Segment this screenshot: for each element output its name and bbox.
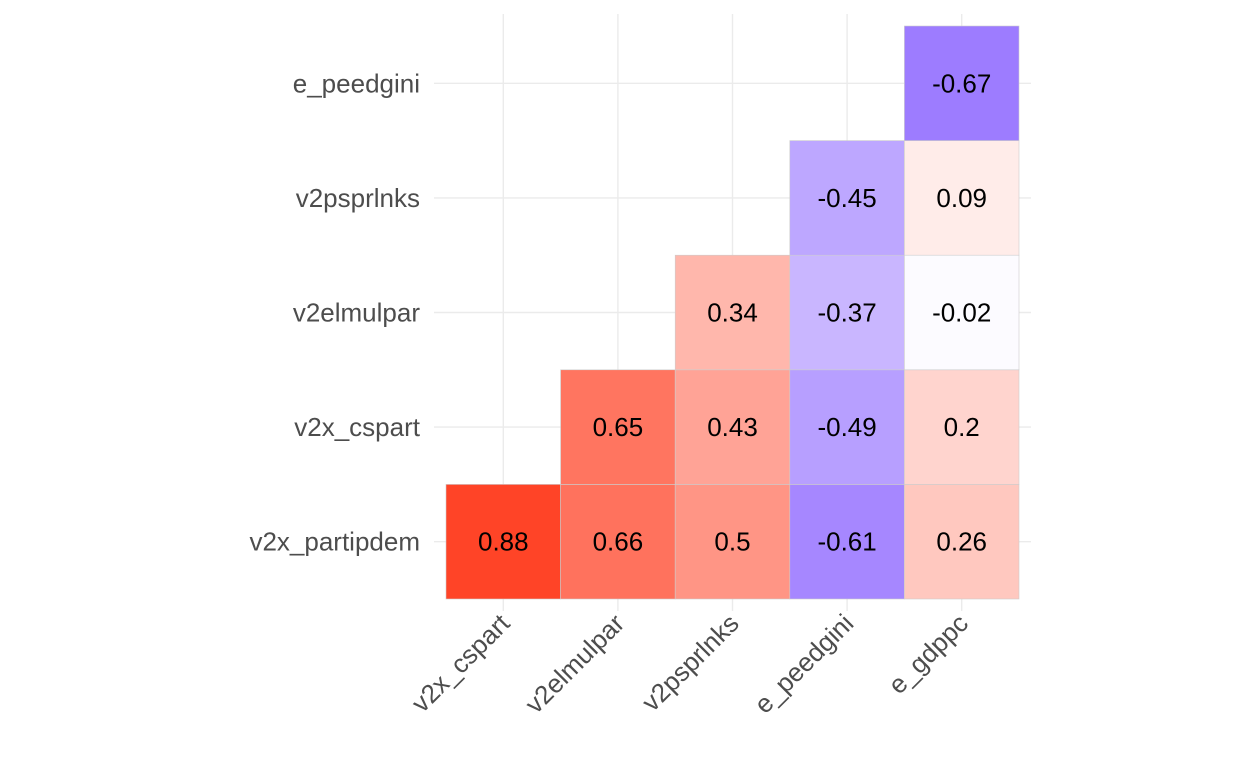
- x-tick-label: v2elmulpar: [519, 608, 630, 719]
- y-tick-label: e_peedgini: [293, 68, 420, 98]
- y-tick-label: v2elmulpar: [293, 298, 421, 328]
- cell-value-label: -0.67: [932, 68, 991, 98]
- heatmap-cell: [904, 369, 1020, 485]
- cell-value-labels: 0.88 0.66 0.5 -0.61 0.26 0.65 0.43 -0.49 0.2 0.34…: [478, 68, 991, 556]
- heatmap-cell: [674, 369, 791, 485]
- y-axis-labels: v2x_partipdem v2x_cspart v2elmulpar v2psprl…: [249, 68, 420, 556]
- heatmap-cell: [904, 254, 1020, 371]
- heatmap-cell: [445, 484, 561, 600]
- heatmap-cell: [560, 484, 676, 600]
- cell-value-label: 0.88: [478, 527, 529, 557]
- heatmap-cell: [789, 369, 905, 485]
- x-axis-labels: v2x_cspart v2elmulpar v2psprlnks e_peedgini…: [405, 607, 974, 719]
- y-tick-label: v2x_cspart: [294, 412, 420, 442]
- x-tick-label: v2x_cspart: [405, 607, 516, 718]
- heatmap-cell: [789, 140, 905, 256]
- cell-value-label: -0.49: [817, 412, 876, 442]
- cell-value-label: 0.09: [936, 183, 987, 213]
- y-tick-label: v2psprlnks: [296, 183, 420, 213]
- y-tick-label: v2x_partipdem: [249, 527, 420, 557]
- cell-value-label: 0.66: [593, 527, 644, 557]
- heatmap-cell: [904, 25, 1020, 141]
- cell-value-label: 0.2: [944, 412, 980, 442]
- heatmap-cell: [674, 484, 791, 600]
- heatmap-cell: [904, 484, 1020, 600]
- cell-value-label: 0.43: [707, 412, 758, 442]
- cell-value-label: 0.26: [936, 527, 987, 557]
- cell-value-label: -0.37: [817, 298, 876, 328]
- cell-value-label: 0.34: [707, 298, 758, 328]
- heatmap-cell: [789, 254, 905, 371]
- cell-value-label: 0.65: [593, 412, 644, 442]
- cell-value-label: -0.45: [817, 183, 876, 213]
- heatmap-cell: [674, 254, 791, 371]
- heatmap-cells: [445, 25, 1020, 600]
- cell-value-label: -0.02: [932, 298, 991, 328]
- cell-value-label: 0.5: [714, 527, 750, 557]
- x-tick-label: e_gdppc: [882, 608, 974, 700]
- x-tick-label: v2psprlnks: [636, 608, 745, 717]
- cell-value-label: -0.61: [817, 527, 876, 557]
- x-tick-label: e_peedgini: [748, 608, 859, 719]
- heatmap-cell: [789, 484, 905, 600]
- heatmap-cell: [560, 369, 676, 485]
